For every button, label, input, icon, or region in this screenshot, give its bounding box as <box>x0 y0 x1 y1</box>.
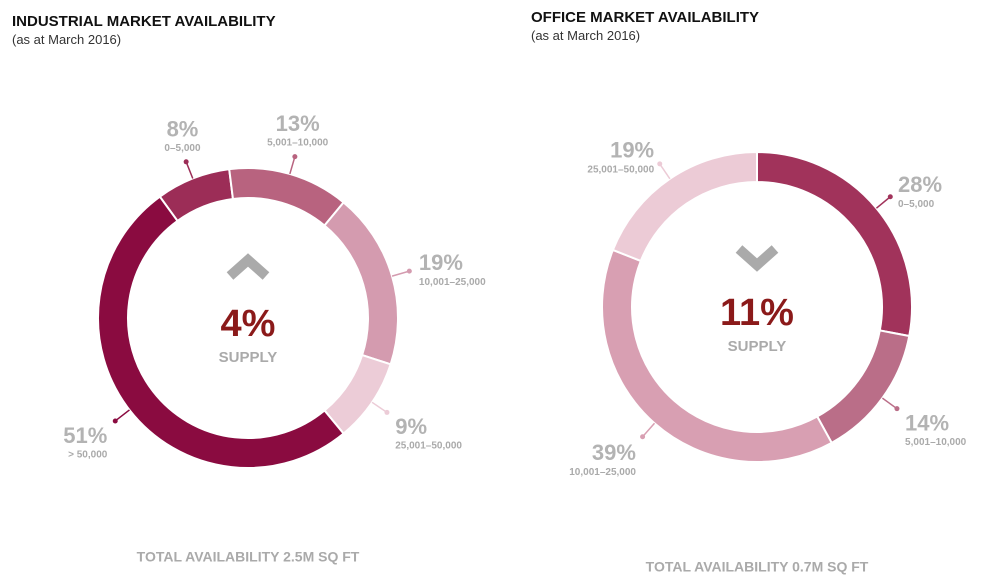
center-label: SUPPLY <box>219 349 278 366</box>
arrow-icon <box>226 253 270 280</box>
leader-dot <box>112 418 118 424</box>
category-label: 5,001–10,000 <box>267 138 329 149</box>
leader-dot <box>887 194 893 200</box>
value-label: 28% <box>898 172 942 197</box>
leader-dot <box>894 406 900 412</box>
leader-dot <box>657 161 663 167</box>
leader-line <box>391 270 410 277</box>
leader-line <box>185 161 194 179</box>
value-label: 19% <box>419 250 463 275</box>
category-label: 10,001–25,000 <box>419 277 486 288</box>
value-label: 13% <box>276 111 320 136</box>
donut-segment <box>815 329 911 445</box>
footer: TOTAL AVAILABILITY 0.7M SQ FT <box>646 559 869 575</box>
donut-segment <box>97 195 346 469</box>
chart-subtitle: (as at March 2016) <box>531 28 640 43</box>
donut-segment <box>601 248 834 463</box>
category-label: 5,001–10,000 <box>905 437 967 448</box>
center-value: 4% <box>221 303 276 345</box>
value-label: 51% <box>63 423 107 448</box>
category-label: 10,001–25,000 <box>569 467 636 478</box>
leader-dot <box>183 159 189 165</box>
donut-segment <box>611 150 758 263</box>
leader-dot <box>406 268 412 274</box>
chart-title: INDUSTRIAL MARKET AVAILABILITY <box>12 13 276 30</box>
arrow-icon <box>735 245 779 272</box>
leader-line <box>371 401 388 414</box>
donut-segment <box>323 201 399 366</box>
value-label: 9% <box>395 414 427 439</box>
leader-line <box>114 409 130 422</box>
leader-dot <box>640 434 646 440</box>
center-value: 11% <box>720 292 794 334</box>
leader-line <box>881 397 898 410</box>
chart-title: OFFICE MARKET AVAILABILITY <box>531 9 759 26</box>
donut-segment <box>228 167 346 227</box>
leader-dot <box>292 154 298 160</box>
leader-line <box>875 196 891 209</box>
leader-dot <box>384 409 390 415</box>
category-label: 25,001–50,000 <box>395 441 462 452</box>
leader-line <box>659 163 671 180</box>
leader-line <box>642 422 656 438</box>
category-label: 0–5,000 <box>164 143 201 154</box>
chart-subtitle: (as at March 2016) <box>12 32 121 47</box>
center-label: SUPPLY <box>728 338 787 355</box>
category-label: 25,001–50,000 <box>587 164 654 175</box>
value-label: 39% <box>592 440 636 465</box>
value-label: 14% <box>905 410 949 435</box>
leader-line <box>289 156 296 175</box>
value-label: 19% <box>610 137 654 162</box>
category-label: 0–5,000 <box>898 199 935 210</box>
footer: TOTAL AVAILABILITY 2.5M SQ FT <box>137 549 360 565</box>
category-label: > 50,000 <box>68 450 108 461</box>
value-label: 8% <box>167 116 199 141</box>
